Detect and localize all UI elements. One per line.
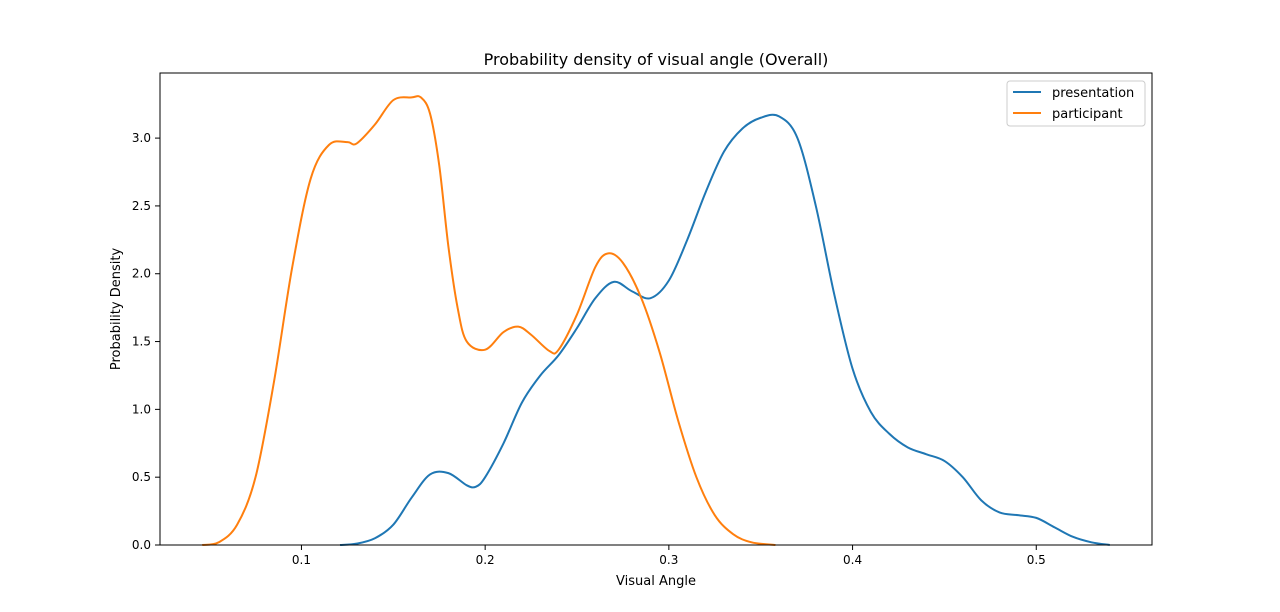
x-tick-label: 0.1 bbox=[292, 553, 311, 567]
legend: presentation participant bbox=[1006, 80, 1146, 127]
x-axis: 0.1 0.2 0.3 0.4 0.5 bbox=[292, 545, 1046, 567]
series-line-participant bbox=[202, 95, 776, 546]
y-tick-label: 2.5 bbox=[132, 199, 151, 213]
x-tick-label: 0.4 bbox=[843, 553, 862, 567]
y-tick-label: 0.5 bbox=[132, 470, 151, 484]
axes-frame bbox=[159, 72, 1153, 546]
x-tick-label: 0.5 bbox=[1027, 553, 1046, 567]
y-tick-label: 2.0 bbox=[132, 267, 151, 281]
legend-label-participant: participant bbox=[1052, 107, 1123, 122]
y-axis-label: Probability Density bbox=[109, 248, 124, 371]
plot-area bbox=[160, 73, 1152, 545]
y-tick-label: 1.5 bbox=[132, 335, 151, 349]
x-tick-label: 0.2 bbox=[476, 553, 495, 567]
chart-title: Probability density of visual angle (Ove… bbox=[484, 50, 829, 69]
series-layer bbox=[202, 95, 1110, 546]
legend-box bbox=[1006, 80, 1146, 127]
x-axis-label: Visual Angle bbox=[616, 574, 696, 589]
y-tick-label: 3.0 bbox=[132, 131, 151, 145]
y-tick-label: 1.0 bbox=[132, 402, 151, 416]
y-tick-label: 0.0 bbox=[132, 538, 151, 552]
x-tick-label: 0.3 bbox=[659, 553, 678, 567]
y-axis: 0.0 0.5 1.0 1.5 2.0 2.5 3.0 bbox=[132, 131, 160, 552]
legend-label-presentation: presentation bbox=[1052, 86, 1134, 101]
series-line-presentation bbox=[339, 113, 1110, 546]
